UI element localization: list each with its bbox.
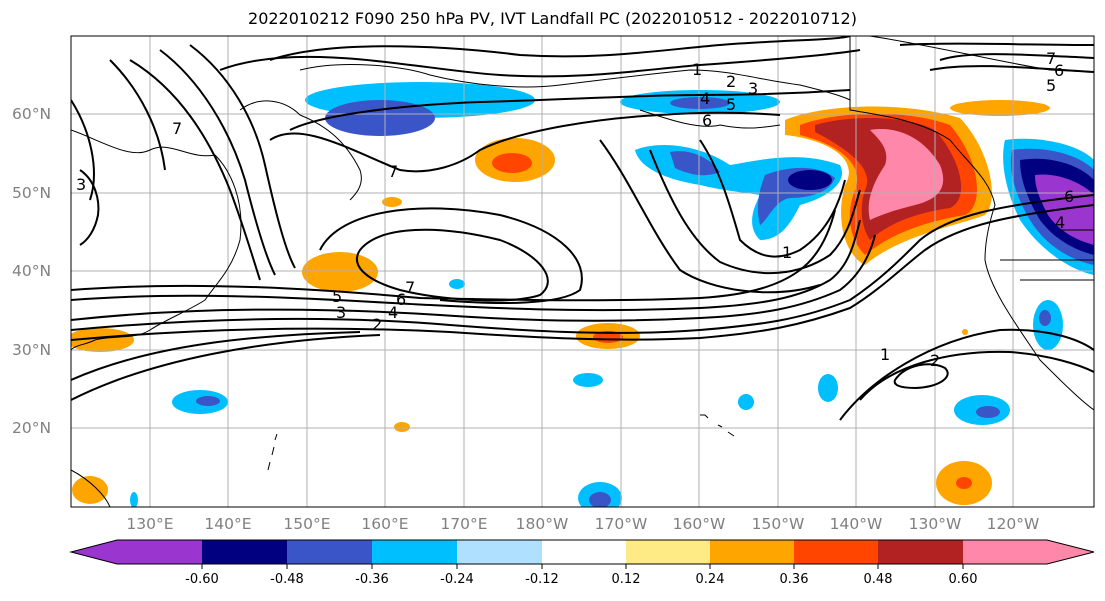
lon-label: 140°E xyxy=(204,515,252,533)
colorbar-extend-low xyxy=(71,540,117,564)
colorbar-segment xyxy=(963,540,1047,564)
colorbar-tick-label: -0.24 xyxy=(440,572,474,587)
colorbar-segment xyxy=(626,540,710,564)
contour-label-5-north: 5 xyxy=(726,95,736,114)
colorbar-tick-label: -0.60 xyxy=(185,572,219,587)
lon-label: 120°W xyxy=(986,515,1040,533)
lat-label: 20°N xyxy=(12,419,52,437)
ivt-contours xyxy=(71,36,1094,421)
colorbar-tick-label: 0.24 xyxy=(695,572,725,587)
contour-label-7-kamchatka: 7 xyxy=(388,162,398,181)
contour-label-1-east: 1 xyxy=(782,243,792,262)
contour-label-7-pacific: 7 xyxy=(405,278,415,297)
lon-label: 170°W xyxy=(594,515,648,533)
contour-label-6-pacific: 6 xyxy=(396,290,406,309)
colorbar-segment xyxy=(878,540,963,564)
contour-label-4-pacific: 4 xyxy=(388,303,398,322)
colorbar-segment xyxy=(710,540,794,564)
contour-label-5-pacific: 5 xyxy=(332,287,342,306)
lon-label: 130°W xyxy=(908,515,962,533)
colorbar-tick-label: -0.12 xyxy=(525,572,559,587)
contour-label-1-north: 1 xyxy=(692,60,702,79)
colorbar-segment xyxy=(542,540,626,564)
contour-label-1-south: 1 xyxy=(880,345,890,364)
lon-label: 160°E xyxy=(361,515,409,533)
colorbar-segment xyxy=(794,540,878,564)
contour-label-7-northeast: 7 xyxy=(1046,49,1056,68)
lon-label: 140°W xyxy=(829,515,883,533)
negative-anomaly-shading xyxy=(130,82,1094,507)
colorbar-tick-label: -0.36 xyxy=(355,572,389,587)
contour-label-7-asia: 7 xyxy=(172,119,182,138)
contour-label-2-pacific: 2 xyxy=(372,315,382,334)
colorbar-extend-high xyxy=(1047,540,1094,564)
colorbar-segment xyxy=(287,540,372,564)
lon-label: 130°E xyxy=(126,515,174,533)
lat-label: 40°N xyxy=(12,262,52,280)
contour-label-4-east: 4 xyxy=(1055,213,1065,232)
colorbar-segment xyxy=(372,540,457,564)
lat-label: 30°N xyxy=(12,341,52,359)
lon-label: 170°E xyxy=(440,515,488,533)
contour-label-5-northeast: 5 xyxy=(1046,76,1056,95)
lon-label: 180°W xyxy=(515,515,569,533)
contour-label-6-north: 6 xyxy=(702,111,712,130)
contour-label-3-north: 3 xyxy=(748,79,758,98)
positive-anomaly-shading xyxy=(71,100,1050,505)
contour-label-3-pacific: 3 xyxy=(336,303,346,322)
coastlines xyxy=(71,36,1094,507)
colorbar-tick-label: 0.36 xyxy=(779,572,809,587)
contour-label-4-north: 4 xyxy=(700,89,710,108)
colorbar-tick-label: 0.12 xyxy=(611,572,641,587)
lon-label: 160°W xyxy=(672,515,726,533)
contour-label-2-north: 2 xyxy=(726,72,736,91)
lon-label: 150°W xyxy=(751,515,805,533)
colorbar-tick-label: -0.48 xyxy=(270,572,304,587)
contour-label-6-northeast: 6 xyxy=(1054,61,1064,80)
map-title: 2022010212 F090 250 hPa PV, IVT Landfall… xyxy=(248,9,857,28)
colorbar-tick-label: 0.60 xyxy=(948,572,978,587)
colorbar-tick-label: 0.48 xyxy=(863,572,893,587)
lat-label: 50°N xyxy=(12,184,52,202)
contour-label-6-east: 6 xyxy=(1064,187,1074,206)
lat-label: 60°N xyxy=(12,105,52,123)
graticule xyxy=(71,36,1094,507)
colorbar-segment xyxy=(202,540,287,564)
contour-label-3-asia: 3 xyxy=(76,175,86,194)
lon-label: 150°E xyxy=(283,515,331,533)
contour-label-2-south: 2 xyxy=(930,351,940,370)
map-frame xyxy=(70,35,1095,508)
colorbar-segment xyxy=(117,540,202,564)
colorbar-segment xyxy=(457,540,542,564)
